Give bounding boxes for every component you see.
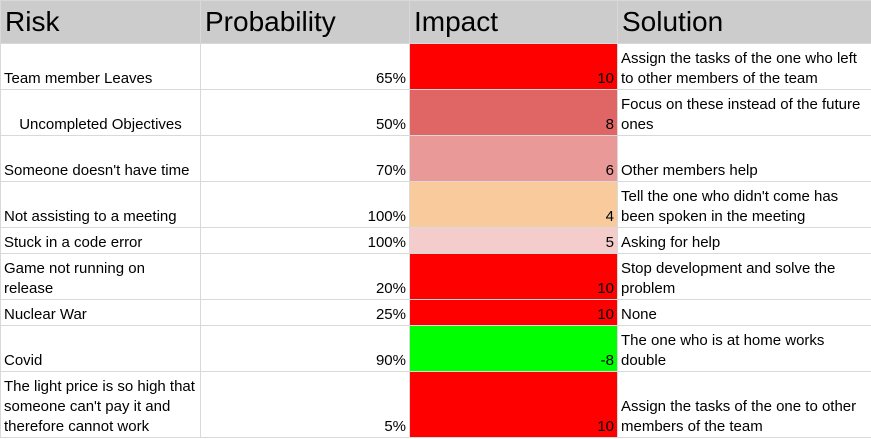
column-header-risk[interactable]: Risk: [0, 0, 201, 44]
table-row: Game not running on release 20% 10 Stop …: [0, 253, 871, 300]
impact-cell[interactable]: -8: [409, 325, 618, 372]
risk-cell[interactable]: Stuck in a code error: [0, 227, 201, 254]
solution-cell[interactable]: Assign the tasks of the one to other mem…: [617, 371, 871, 438]
solution-cell[interactable]: Stop development and solve the problem: [617, 253, 871, 300]
probability-cell[interactable]: 50%: [200, 89, 410, 136]
table-row: Covid 90% -8 The one who is at home work…: [0, 325, 871, 372]
solution-cell[interactable]: None: [617, 299, 871, 326]
column-header-impact[interactable]: Impact: [409, 0, 618, 44]
impact-cell[interactable]: 8: [409, 89, 618, 136]
solution-cell[interactable]: Assign the tasks of the one who left to …: [617, 43, 871, 90]
table-row: The light price is so high that someone …: [0, 371, 871, 438]
solution-cell[interactable]: Other members help: [617, 135, 871, 182]
impact-cell[interactable]: 10: [409, 253, 618, 300]
probability-cell[interactable]: 70%: [200, 135, 410, 182]
table-row: Stuck in a code error 100% 5 Asking for …: [0, 227, 871, 254]
probability-cell[interactable]: 25%: [200, 299, 410, 326]
risk-cell[interactable]: Someone doesn't have time: [0, 135, 201, 182]
table-row: Nuclear War 25% 10 None: [0, 299, 871, 326]
impact-cell[interactable]: 10: [409, 299, 618, 326]
probability-cell[interactable]: 65%: [200, 43, 410, 90]
solution-cell[interactable]: Asking for help: [617, 227, 871, 254]
risk-cell[interactable]: Nuclear War: [0, 299, 201, 326]
risk-cell[interactable]: Not assisting to a meeting: [0, 181, 201, 228]
probability-cell[interactable]: 90%: [200, 325, 410, 372]
column-header-solution[interactable]: Solution: [617, 0, 871, 44]
impact-cell[interactable]: 10: [409, 43, 618, 90]
impact-cell[interactable]: 6: [409, 135, 618, 182]
probability-cell[interactable]: 20%: [200, 253, 410, 300]
risk-cell[interactable]: The light price is so high that someone …: [0, 371, 201, 438]
table-row: Not assisting to a meeting 100% 4 Tell t…: [0, 181, 871, 228]
risk-cell[interactable]: Uncompleted Objectives: [0, 89, 201, 136]
table-row: Uncompleted Objectives 50% 8 Focus on th…: [0, 89, 871, 136]
table-row: Someone doesn't have time 70% 6 Other me…: [0, 135, 871, 182]
solution-cell[interactable]: Focus on these instead of the future one…: [617, 89, 871, 136]
header-row: Risk Probability Impact Solution: [0, 0, 871, 44]
table-row: Team member Leaves 65% 10 Assign the tas…: [0, 43, 871, 90]
risk-cell[interactable]: Team member Leaves: [0, 43, 201, 90]
column-header-probability[interactable]: Probability: [200, 0, 410, 44]
probability-cell[interactable]: 100%: [200, 181, 410, 228]
solution-cell[interactable]: The one who is at home works double: [617, 325, 871, 372]
impact-cell[interactable]: 5: [409, 227, 618, 254]
impact-cell[interactable]: 10: [409, 371, 618, 438]
solution-cell[interactable]: Tell the one who didn't come has been sp…: [617, 181, 871, 228]
impact-cell[interactable]: 4: [409, 181, 618, 228]
risk-cell[interactable]: Game not running on release: [0, 253, 201, 300]
probability-cell[interactable]: 5%: [200, 371, 410, 438]
probability-cell[interactable]: 100%: [200, 227, 410, 254]
risk-cell[interactable]: Covid: [0, 325, 201, 372]
